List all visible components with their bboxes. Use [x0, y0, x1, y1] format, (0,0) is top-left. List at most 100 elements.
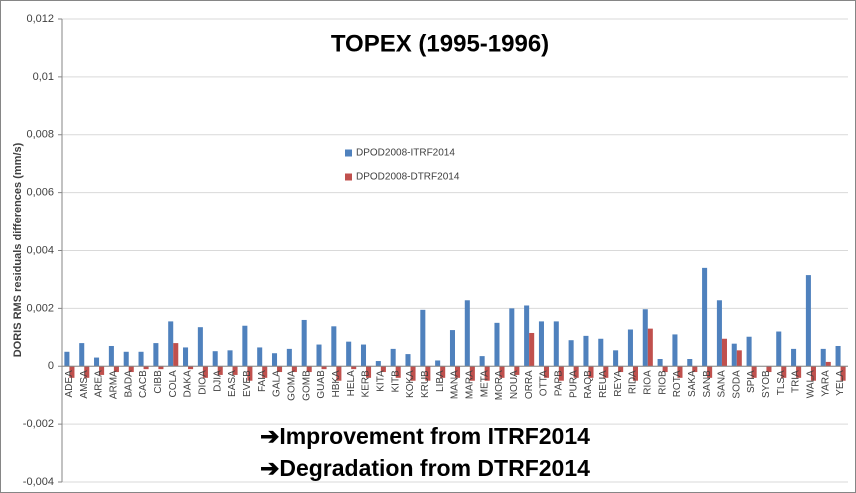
bar	[153, 343, 159, 367]
bar	[217, 366, 223, 375]
x-tick-label: PURA	[568, 370, 579, 398]
bar	[677, 366, 683, 378]
x-tick-label: RIDA	[628, 370, 639, 394]
bar	[410, 366, 416, 381]
x-tick-label: NOUA	[509, 370, 520, 399]
x-tick-label: KERB	[361, 370, 372, 398]
bar	[494, 322, 500, 367]
bar	[568, 340, 574, 367]
bar	[108, 345, 114, 367]
x-tick-label: ORRA	[524, 370, 535, 399]
bar	[168, 321, 174, 367]
bar	[805, 275, 811, 367]
x-tick-label: GALA	[272, 370, 283, 397]
x-tick-label: SYOB	[761, 370, 772, 398]
bar	[796, 366, 802, 378]
x-tick-label: SANA	[717, 370, 728, 398]
x-tick-label: HBKA	[331, 370, 342, 398]
bar	[291, 366, 297, 373]
bar	[499, 366, 505, 378]
x-tick-label: REYA	[613, 370, 624, 397]
x-tick-label: LIBA	[435, 370, 446, 392]
bar	[232, 366, 238, 375]
bar	[99, 366, 105, 375]
x-tick-label: AREA	[94, 370, 105, 398]
x-tick-label: SAKA	[687, 370, 698, 397]
bar	[84, 366, 90, 378]
y-tick-label: 0,01	[33, 71, 54, 83]
bar	[687, 359, 693, 367]
bar	[736, 350, 742, 367]
bar	[395, 366, 401, 378]
bar	[702, 267, 708, 367]
bar	[435, 360, 441, 367]
x-tick-label: YARA	[820, 370, 831, 397]
bar	[360, 344, 367, 367]
y-tick-label: -0,004	[23, 476, 54, 488]
bar	[301, 319, 307, 367]
bar	[553, 321, 559, 367]
bar	[212, 351, 218, 367]
bar	[242, 325, 248, 367]
bar	[781, 366, 787, 378]
bar	[380, 366, 386, 373]
bar	[632, 366, 639, 381]
bar	[158, 366, 164, 370]
x-tick-label: MORA	[494, 370, 505, 400]
bar	[746, 336, 752, 367]
bar	[598, 338, 604, 367]
x-tick-label: META	[479, 370, 490, 397]
bar	[277, 366, 283, 373]
annotation: ➔Degradation from DTRF2014	[260, 455, 590, 481]
x-tick-label: GOMA	[287, 370, 298, 401]
x-tick-label: PAPB	[553, 370, 564, 396]
legend-label: DPOD2008-DTRF2014	[356, 172, 460, 183]
bar	[351, 366, 357, 370]
bar	[529, 332, 535, 367]
bar	[464, 300, 470, 367]
bar	[440, 366, 446, 378]
bar	[707, 366, 713, 378]
bar	[835, 345, 841, 367]
x-tick-label: SPIA	[746, 370, 757, 393]
bar	[113, 366, 119, 373]
y-tick-label: 0,008	[26, 129, 54, 141]
bar	[64, 351, 70, 367]
y-tick-label: -0,002	[23, 418, 54, 430]
x-tick-label: ROTA	[672, 370, 683, 397]
bar	[603, 366, 609, 378]
x-tick-label: EVEB	[242, 370, 253, 397]
y-tick-label: 0,004	[26, 244, 54, 256]
x-tick-label: EASA	[227, 370, 238, 397]
bar	[257, 347, 263, 367]
x-tick-label: SODA	[731, 370, 742, 399]
bar	[183, 347, 189, 367]
y-tick-label: 0,002	[26, 302, 54, 314]
bar	[375, 361, 381, 367]
x-tick-label: DAKA	[183, 370, 194, 398]
bar	[227, 350, 233, 367]
bar	[840, 366, 846, 381]
bar	[321, 366, 327, 370]
y-tick-label: 0,012	[26, 13, 54, 25]
x-tick-label: GOMB	[301, 370, 312, 401]
bar	[810, 366, 816, 381]
bar	[123, 351, 129, 367]
x-tick-label: OTTA	[539, 370, 550, 396]
bar	[583, 335, 589, 367]
bar	[672, 334, 678, 367]
x-tick-label: KITA	[375, 370, 386, 392]
bar	[188, 366, 194, 370]
bar	[509, 308, 515, 367]
x-tick-label: AMSA	[79, 370, 90, 399]
bar	[543, 366, 550, 378]
x-tick-label: SANB	[702, 370, 713, 398]
bar	[692, 366, 698, 373]
legend-swatch	[345, 149, 352, 157]
bar	[657, 359, 663, 367]
x-tick-label: DJIA	[212, 370, 223, 392]
y-tick-label: 0	[48, 360, 54, 372]
bar	[647, 328, 653, 367]
x-tick-label: CIBB	[153, 370, 164, 394]
